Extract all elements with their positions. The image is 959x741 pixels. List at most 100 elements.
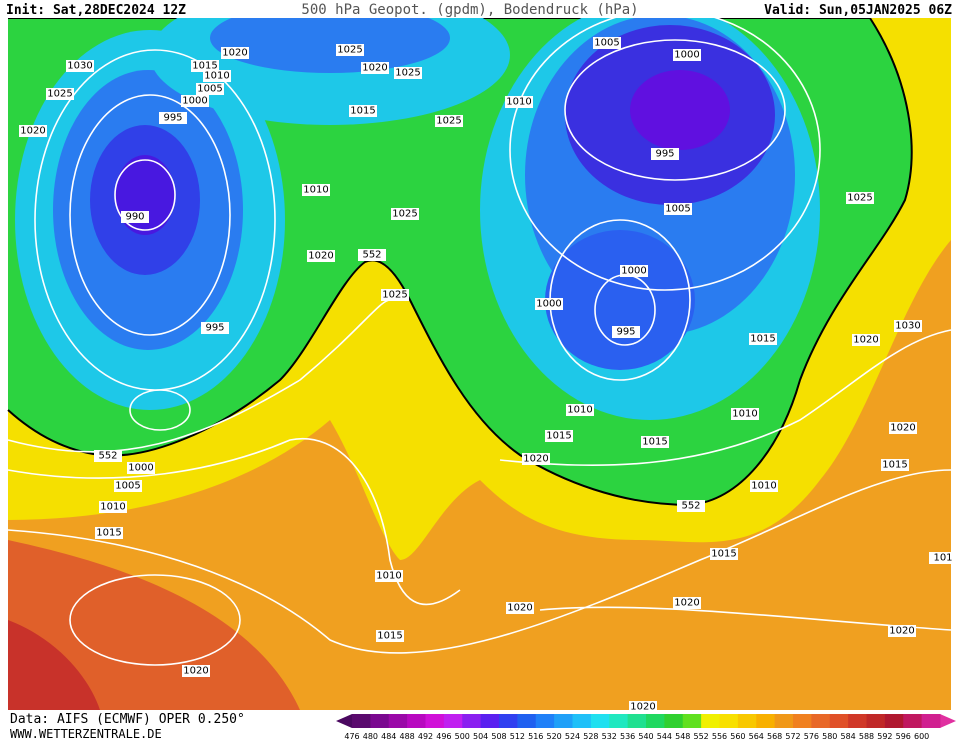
label-text: 552 [98,451,117,462]
colorbar-tick-label: 536 [620,732,635,741]
colorbar-tick-label: 564 [749,732,764,741]
colorbar-tick-label: 532 [602,732,617,741]
contour-label: 1025 [381,289,409,301]
colorbar-swatch [590,714,610,728]
contour-label: 1025 [46,88,74,100]
colorbar-tick-label: 556 [712,732,727,741]
colorbar-swatch [443,714,463,728]
label-box [731,408,759,420]
contour-label: 995 [201,322,229,334]
label-text: 995 [163,113,182,124]
label-text: 1025 [395,68,420,79]
colorbar-swatch [903,714,923,728]
colorbar-swatch [370,714,390,728]
colorbar-swatch [682,714,702,728]
website: WWW.WETTERZENTRALE.DE [10,727,162,741]
colorbar-tick-label: 600 [914,732,929,741]
contour-label: 1025 [336,44,364,56]
label-text: 1015 [642,437,667,448]
contour-label: 1005 [664,203,692,215]
greenland-inner [210,3,450,73]
label-text: 995 [205,323,224,334]
contour-label: 1000 [535,298,563,310]
label-box [127,462,155,474]
colorbar-tick-label: 492 [418,732,433,741]
label-box [522,453,550,465]
contour-label: 1010 [302,184,330,196]
label-box [929,552,957,564]
label-box [620,265,648,277]
contour-label: 1020 [673,597,701,609]
label-text: 1015 [377,631,402,642]
colorbar-tick-label: 588 [859,732,874,741]
label-text: 1020 [889,626,914,637]
label-text: 1015 [546,431,571,442]
label-text: 990 [125,212,144,223]
colorbar-tick-label: 512 [510,732,525,741]
colorbar-swatch [719,714,739,728]
label-text: 1020 [523,454,548,465]
header-bar [0,0,959,18]
label-text: 1000 [128,463,153,474]
colorbar-swatch [407,714,426,728]
label-box [435,115,463,127]
isobar [499,329,952,466]
low-east-core [630,70,730,150]
colorbar-tick-label: 524 [565,732,580,741]
contour-label: 1015 [749,333,777,345]
colorbar-tick-label: 592 [877,732,892,741]
colorbar-swatch [848,714,867,728]
colorbar-tick-label: 508 [491,732,506,741]
label-text: 1000 [182,96,207,107]
contour-label: 1005 [196,83,224,95]
contour-label: 101 [929,552,957,564]
contour-label: 1010 [203,70,231,82]
contour-label: 1015 [95,527,123,539]
contour-label: 1025 [394,67,422,79]
label-box [114,480,142,492]
label-text: 1020 [630,702,655,713]
isobar [7,437,461,606]
colorbar-swatch [425,714,445,728]
isobar [7,469,952,654]
colorbar-swatch [866,714,886,728]
colorbar-tick-label: 548 [675,732,690,741]
contour-label: 1020 [629,701,657,713]
colorbar-tick-label: 500 [455,732,470,741]
isobar [129,389,191,431]
contour-label: 1010 [566,404,594,416]
contour-label: 1025 [846,192,874,204]
label-box [159,112,187,124]
contour-label: 1030 [894,320,922,332]
contour-label: 1015 [349,105,377,117]
label-text: 1020 [222,48,247,59]
contour-label: 1020 [522,453,550,465]
colorbar-swatch [756,714,776,728]
contour-label: 995 [612,326,640,338]
contour-label: 1000 [620,265,648,277]
label-box [358,249,386,261]
colorbar-swatch [517,714,537,728]
label-text: 1010 [303,185,328,196]
label-box [302,184,330,196]
colorbar-tick-label: 544 [657,732,672,741]
isobar [564,39,786,181]
contour-label: 1000 [673,49,701,61]
colorbar-swatch [829,714,849,728]
label-text: 1000 [674,50,699,61]
label-text: 1005 [594,38,619,49]
label-text: 1025 [392,209,417,220]
colorbar-tick-label: 516 [528,732,543,741]
contour-label: 1020 [852,334,880,346]
contour-label: 1025 [391,208,419,220]
contour-label: 1015 [376,630,404,642]
label-box [566,404,594,416]
colorbar-swatch [737,714,757,728]
label-box [391,208,419,220]
colorbar-swatch [701,714,720,728]
contour-label: 1020 [307,250,335,262]
contour-label: 1010 [99,501,127,513]
label-text: 1010 [567,405,592,416]
colorbar-swatch [352,714,371,728]
